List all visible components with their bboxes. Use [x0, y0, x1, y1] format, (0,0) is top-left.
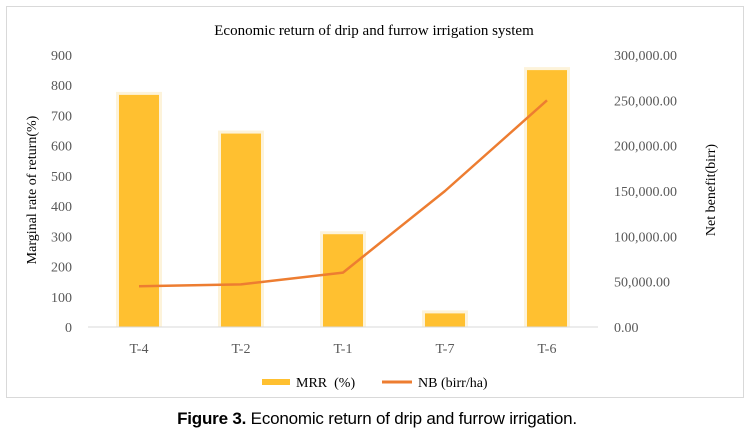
x-tick-label: T-2 [232, 342, 251, 357]
left-tick-label: 500 [51, 170, 72, 185]
right-tick-label: 0.00 [614, 321, 639, 336]
caption-label: Figure 3. [177, 409, 247, 428]
legend-swatch-mrr [262, 379, 290, 385]
nb-line [138, 99, 548, 288]
y-axis-label: Marginal rate of return(%) [25, 115, 40, 264]
bar-T-6 [527, 70, 567, 327]
right-tick-label: 300,000.00 [614, 49, 677, 64]
legend: MRR (%) NB (birr/ha) [262, 376, 488, 391]
left-tick-label: 700 [51, 109, 72, 124]
left-tick-label: 200 [51, 261, 72, 276]
legend-label-mrr: MRR (%) [296, 376, 355, 391]
x-axis-ticks: T-4 T-2 T-1 T-7 T-6 [130, 342, 557, 357]
left-tick-label: 900 [51, 49, 72, 64]
x-tick-label: T-1 [334, 342, 353, 357]
legend-label-nb: NB (birr/ha) [418, 376, 488, 391]
right-tick-label: 50,000.00 [614, 276, 670, 291]
bar-T-4 [119, 94, 159, 327]
x-tick-label: T-4 [130, 342, 149, 357]
caption-text: Economic return of drip and furrow irrig… [246, 409, 577, 428]
figure-caption: Figure 3. Economic return of drip and fu… [0, 409, 754, 429]
left-tick-label: 800 [51, 79, 72, 94]
right-tick-label: 100,000.00 [614, 230, 677, 245]
chart: Economic return of drip and furrow irrig… [25, 23, 719, 391]
bar-T-1 [323, 234, 363, 327]
line-series [138, 99, 548, 288]
x-tick-label: T-6 [538, 342, 557, 357]
left-tick-label: 300 [51, 230, 72, 245]
right-tick-label: 150,000.00 [614, 185, 677, 200]
y2-axis-label: Net benefit(birr) [704, 144, 719, 236]
chart-title: Economic return of drip and furrow irrig… [214, 23, 534, 39]
bar-T-7 [425, 313, 465, 327]
right-tick-label: 250,000.00 [614, 94, 677, 109]
right-tick-label: 200,000.00 [614, 140, 677, 155]
x-tick-label: T-7 [436, 342, 455, 357]
left-tick-label: 400 [51, 200, 72, 215]
left-tick-label: 600 [51, 140, 72, 155]
right-axis-ticks: 0.00 50,000.00 100,000.00 150,000.00 200,000… [614, 49, 677, 336]
left-tick-label: 0 [65, 321, 72, 336]
left-tick-label: 100 [51, 291, 72, 306]
bar-series [116, 67, 570, 327]
bar-T-2 [221, 133, 261, 327]
left-axis-ticks: 0 100 200 300 400 500 600 700 800 900 [51, 49, 72, 336]
